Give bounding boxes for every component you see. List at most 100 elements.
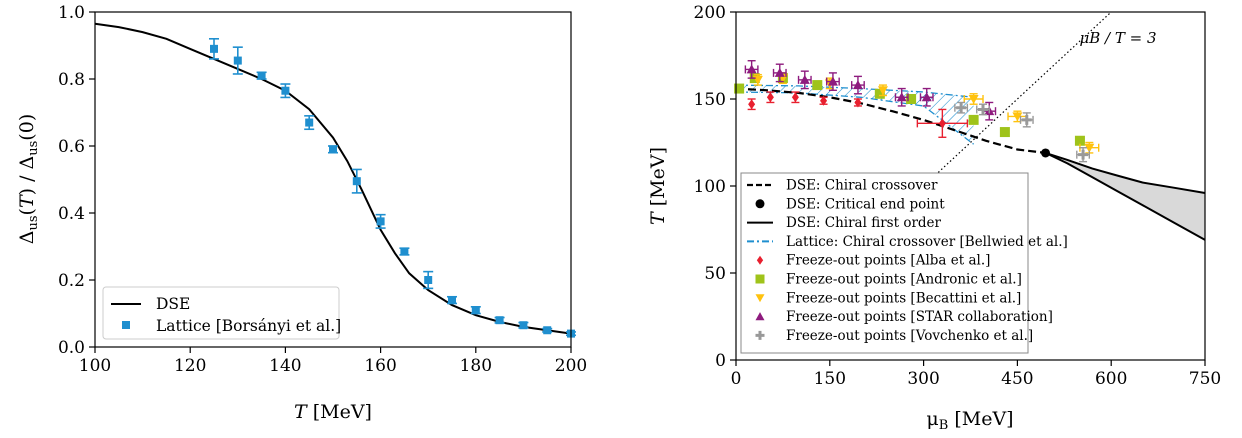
dse-curve bbox=[94, 22, 572, 335]
left-x-tick-label: 180 bbox=[460, 356, 492, 376]
legend-label: Freeze-out points [Alba et al.] bbox=[786, 253, 990, 269]
left-x-tick-label: 120 bbox=[174, 356, 206, 376]
lattice-point bbox=[448, 296, 456, 305]
left-legend: DSE Lattice [Borsányi et al.] bbox=[102, 286, 341, 340]
first-order-lower-line bbox=[1045, 151, 1206, 241]
right-plot-lines bbox=[735, 11, 1206, 241]
left-y-tick-label: 0.2 bbox=[58, 271, 85, 291]
left-y-tick-label: 0.0 bbox=[58, 338, 85, 358]
first-order-upper-line bbox=[1045, 151, 1206, 194]
legend-label: Freeze-out points [Vovchenko et al.] bbox=[786, 328, 1033, 344]
right-legend-box bbox=[740, 172, 1029, 354]
freezeout-point bbox=[968, 95, 979, 104]
left-y-tick-label: 0.4 bbox=[58, 204, 85, 224]
freezeout-point bbox=[1074, 135, 1085, 146]
legend-label: Freeze-out points [Becattini et al.] bbox=[786, 290, 1021, 306]
lattice-point bbox=[400, 247, 409, 256]
legend-label: Freeze-out points [Andronic et al.] bbox=[786, 272, 1022, 288]
legend-label: Freeze-out points [STAR collaboration] bbox=[786, 309, 1053, 325]
legend-label: DSE: Critical end point bbox=[786, 196, 945, 212]
left-y-tick-label: 0.8 bbox=[58, 70, 85, 90]
freezeout-point bbox=[734, 83, 745, 94]
freezeout-point bbox=[968, 114, 979, 125]
right-x-tick-label: 450 bbox=[1001, 369, 1033, 389]
freezeout-point bbox=[1078, 149, 1089, 160]
lattice-point bbox=[424, 276, 433, 284]
freezeout-point bbox=[906, 94, 917, 104]
legend-label: DSE: Chiral first order bbox=[786, 215, 942, 231]
freezeout-point bbox=[956, 102, 967, 113]
lattice-point bbox=[471, 306, 480, 315]
left-x-tick-label: 100 bbox=[79, 356, 111, 376]
freezeout-point bbox=[938, 118, 946, 129]
lattice-point bbox=[495, 316, 504, 325]
right-x-tick-label: 150 bbox=[814, 369, 846, 389]
left-axis-ticks: 100 120 140 160 180 200 0.0 0.2 0.4 0.6 0.8 1.0 bbox=[58, 3, 587, 376]
freezeout-point bbox=[854, 97, 862, 108]
lattice-point bbox=[305, 118, 314, 127]
right-y-tick-label: 100 bbox=[694, 177, 726, 197]
freezeout-point bbox=[999, 127, 1010, 138]
right-plot-points bbox=[734, 60, 1100, 163]
right-y-tick-label: 50 bbox=[704, 264, 726, 284]
left-x-tick-label: 160 bbox=[364, 356, 396, 376]
freezeout-point bbox=[896, 92, 907, 102]
legend-swatch-lattice bbox=[122, 321, 130, 329]
lattice-point bbox=[233, 56, 242, 65]
first-order-region bbox=[1045, 152, 1205, 240]
freezeout-point bbox=[1021, 114, 1032, 125]
lattice-point bbox=[281, 86, 290, 95]
legend-label: Lattice: Chiral crossover [Bellwied et a… bbox=[786, 234, 1068, 250]
legend-swatch-cep bbox=[755, 199, 765, 209]
lattice-point bbox=[210, 44, 218, 53]
lattice-point bbox=[257, 71, 266, 80]
lattice-point bbox=[376, 217, 385, 226]
lattice-band-lower-edge bbox=[735, 91, 974, 145]
critical-end-point bbox=[1041, 148, 1051, 158]
freezeout-point bbox=[877, 86, 888, 96]
legend-label-dse: DSE bbox=[156, 295, 190, 313]
freezeout-point bbox=[820, 95, 828, 106]
right-axis-ticks: 0 150 300 450 600 750 0 50 100 150 200 bbox=[694, 3, 1222, 389]
left-y-tick-label: 0.6 bbox=[58, 137, 85, 157]
freezeout-point bbox=[852, 80, 863, 90]
freezeout-point bbox=[812, 80, 823, 91]
freezeout-point bbox=[827, 76, 838, 86]
legend-swatch-freezeout bbox=[755, 294, 765, 303]
legend-label: DSE: Chiral crossover bbox=[786, 178, 938, 194]
right-x-tick-label: 750 bbox=[1189, 369, 1221, 389]
right-y-tick-label: 0 bbox=[715, 351, 726, 371]
crossover-line bbox=[735, 87, 1046, 154]
right-x-tick-label: 600 bbox=[1095, 369, 1127, 389]
legend-swatch-freezeout bbox=[755, 274, 765, 284]
right-legend: DSE: Chiral crossover DSE: Critical end p… bbox=[740, 172, 1068, 354]
lattice-point bbox=[352, 177, 361, 186]
legend-swatch-freezeout bbox=[755, 312, 765, 321]
right-x-axis-label: μB [MeV] bbox=[926, 408, 1013, 433]
left-panel: 100 120 140 160 180 200 0.0 0.2 0.4 0.6 0.8 1.0 T [… bbox=[16, 3, 587, 423]
left-plot-lines bbox=[94, 22, 572, 335]
freezeout-point bbox=[766, 92, 774, 103]
freezeout-point bbox=[1084, 143, 1095, 153]
ratio-line bbox=[923, 11, 1112, 187]
freezeout-point bbox=[1012, 112, 1023, 122]
freezeout-point bbox=[791, 92, 799, 103]
left-plot-points bbox=[209, 37, 576, 338]
right-y-tick-label: 150 bbox=[694, 90, 726, 110]
freezeout-point bbox=[748, 99, 756, 110]
left-x-axis-label: T [MeV] bbox=[294, 401, 372, 423]
right-y-axis-label: T [MeV] bbox=[647, 147, 669, 225]
legend-swatch-freezeout bbox=[756, 255, 764, 265]
left-y-tick-label: 1.0 bbox=[58, 3, 85, 23]
left-x-tick-label: 140 bbox=[269, 356, 301, 376]
freezeout-point bbox=[921, 92, 932, 102]
left-plot-frame bbox=[94, 11, 572, 348]
left-legend-box bbox=[102, 286, 340, 340]
lattice-point bbox=[519, 321, 528, 330]
freezeout-point bbox=[774, 67, 785, 77]
freezeout-point bbox=[746, 64, 757, 74]
right-y-tick-label: 200 bbox=[694, 3, 726, 23]
ratio-line-annotation: μB / T = 3 bbox=[1079, 29, 1156, 47]
lattice-point bbox=[543, 326, 552, 335]
